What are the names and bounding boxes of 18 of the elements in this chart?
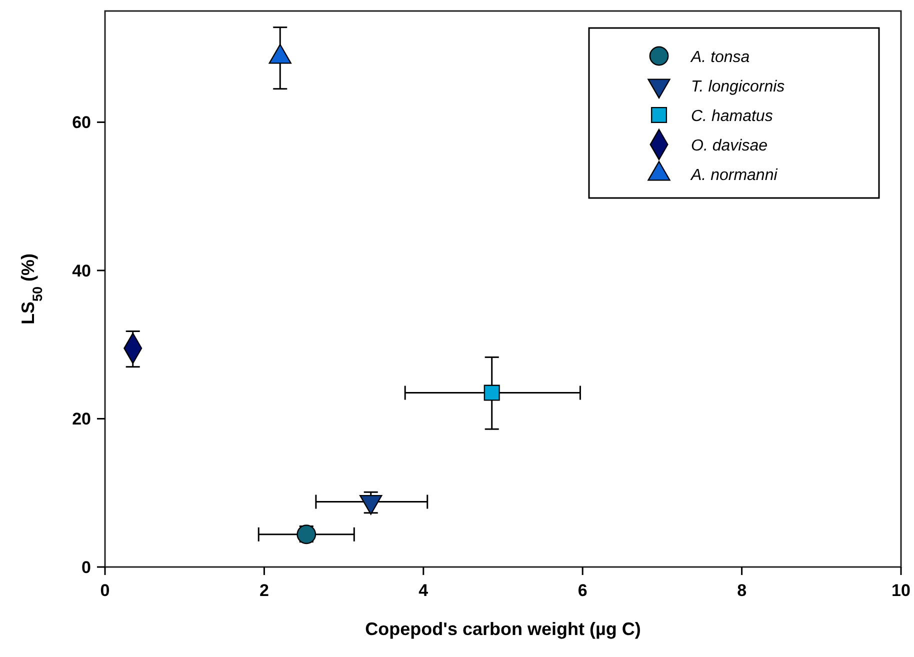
y-tick-label: 20 [72, 410, 91, 429]
x-tick-label: 10 [892, 581, 910, 600]
x-axis-title: Copepod's carbon weight (µg C) [365, 619, 641, 639]
legend-label: T. longicornis [691, 78, 785, 96]
x-tick-label: 6 [578, 581, 588, 600]
point [484, 384, 500, 401]
y-tick-label: 60 [72, 113, 91, 132]
x-tick-label: 4 [418, 581, 429, 600]
legend-label: C. hamatus [691, 108, 773, 125]
x-tick-label: 0 [100, 581, 110, 600]
y-tick-label: 0 [82, 558, 91, 577]
x-tick-label: 2 [259, 581, 269, 600]
y-tick-label: 40 [72, 261, 91, 280]
legend-label: A. normanni [690, 167, 778, 184]
legend-label: A. tonsa [690, 49, 750, 66]
legend-label: O. davisae [691, 138, 768, 154]
point [268, 44, 292, 64]
x-tick-label: 8 [737, 581, 747, 600]
